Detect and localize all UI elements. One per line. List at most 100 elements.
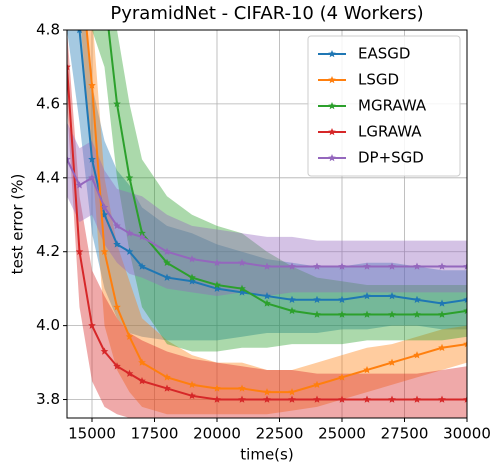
point-marker <box>113 221 121 230</box>
point-marker <box>163 373 171 381</box>
confidence-band <box>92 30 467 352</box>
point-marker <box>313 310 321 318</box>
legend-marker <box>328 154 336 162</box>
point-marker <box>288 295 296 303</box>
point-marker <box>313 295 321 303</box>
point-marker <box>438 310 446 318</box>
point-marker <box>88 155 96 163</box>
point-marker <box>338 262 346 270</box>
point-marker <box>338 373 346 381</box>
point-marker <box>463 295 467 303</box>
point-marker <box>213 280 221 289</box>
point-marker <box>463 395 467 403</box>
point-marker <box>238 384 246 392</box>
y-tick-label: 3.8 <box>36 390 60 408</box>
point-marker <box>263 299 271 307</box>
point-marker <box>363 310 371 318</box>
x-axis-label: time(s) <box>240 446 293 464</box>
point-marker <box>75 181 84 189</box>
point-marker <box>163 247 171 255</box>
series-line <box>78 30 467 305</box>
grid <box>67 29 468 418</box>
point-marker <box>413 351 421 359</box>
point-marker <box>77 30 82 34</box>
plot-frame <box>66 29 468 419</box>
point-marker <box>363 292 371 300</box>
lines <box>67 30 467 403</box>
y-tick-label: 4.0 <box>36 316 60 334</box>
point-marker <box>413 295 421 303</box>
chart-title: PyramidNet - CIFAR-10 (4 Workers) <box>110 3 423 24</box>
point-marker <box>125 247 134 255</box>
x-tick-label: 22500 <box>256 425 304 443</box>
point-marker <box>263 395 271 403</box>
legend-marker <box>328 76 336 84</box>
point-marker <box>125 173 134 182</box>
point-marker <box>313 380 321 388</box>
point-marker <box>138 377 146 385</box>
point-marker <box>238 284 246 292</box>
y-tick-label: 4.4 <box>36 168 60 186</box>
point-marker <box>125 369 134 377</box>
point-marker <box>113 362 121 370</box>
point-marker <box>138 262 146 270</box>
point-marker <box>388 292 396 300</box>
point-marker <box>438 299 446 307</box>
point-marker <box>100 203 109 211</box>
legend-marker <box>328 50 336 58</box>
point-marker <box>463 306 467 315</box>
point-marker <box>363 365 371 374</box>
point-marker <box>388 310 396 318</box>
point-marker <box>213 395 221 403</box>
x-tick-label: 27500 <box>381 425 429 443</box>
series-line <box>107 30 467 316</box>
point-marker <box>413 262 421 270</box>
point-marker <box>100 347 109 355</box>
y-tick-label: 4.2 <box>36 242 60 260</box>
point-marker <box>388 395 396 403</box>
point-marker <box>263 388 271 396</box>
point-marker <box>125 332 134 340</box>
point-marker <box>113 240 121 248</box>
point-marker <box>88 81 96 89</box>
point-marker <box>438 343 446 352</box>
point-marker <box>213 384 221 392</box>
point-marker <box>67 62 71 71</box>
series-line <box>85 30 467 394</box>
point-marker <box>88 173 96 182</box>
point-marker <box>138 229 146 237</box>
x-tick-label: 30000 <box>443 425 491 443</box>
point-marker <box>188 380 196 388</box>
point-marker <box>413 395 421 403</box>
legend-box <box>307 35 461 177</box>
point-marker <box>338 295 346 303</box>
point-marker <box>288 306 296 315</box>
legend-label: MGRAWA <box>358 97 427 115</box>
point-marker <box>288 388 296 396</box>
point-marker <box>463 262 467 270</box>
x-tick-label: 20000 <box>193 425 241 443</box>
point-marker <box>363 262 371 270</box>
legend-label: LGRAWA <box>358 123 422 141</box>
point-marker <box>438 395 446 403</box>
point-marker <box>67 155 71 163</box>
point-marker <box>138 232 146 241</box>
point-marker <box>313 262 321 270</box>
point-marker <box>388 358 396 366</box>
legend-label: DP+SGD <box>358 149 424 167</box>
series-line <box>67 158 467 268</box>
point-marker <box>388 262 396 270</box>
point-marker <box>288 262 296 270</box>
point-marker <box>263 292 271 300</box>
point-marker <box>413 310 421 318</box>
point-marker <box>125 229 134 237</box>
point-marker <box>238 395 246 403</box>
x-tick-label: 25000 <box>318 425 366 443</box>
y-tick-label: 4.8 <box>36 21 60 39</box>
point-marker <box>100 247 109 255</box>
point-marker <box>313 395 321 403</box>
y-tick-label: 4.6 <box>36 94 60 112</box>
x-tick-label: 17500 <box>131 425 179 443</box>
point-marker <box>188 277 196 285</box>
